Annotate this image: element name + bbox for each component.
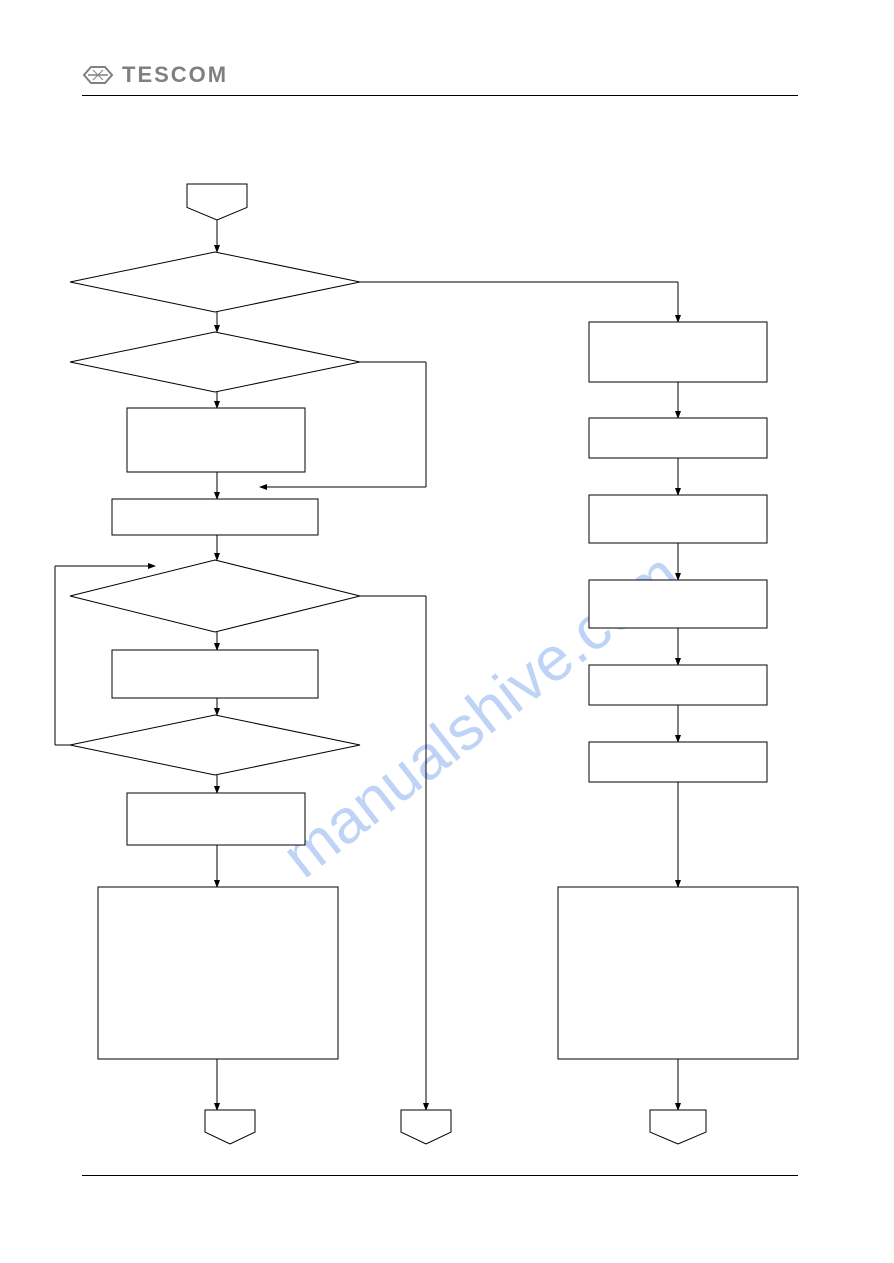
flowchart-diagram — [0, 0, 894, 1263]
footer-divider — [82, 1175, 798, 1176]
page-container: TESCOM manualshive.com — [0, 0, 894, 1263]
